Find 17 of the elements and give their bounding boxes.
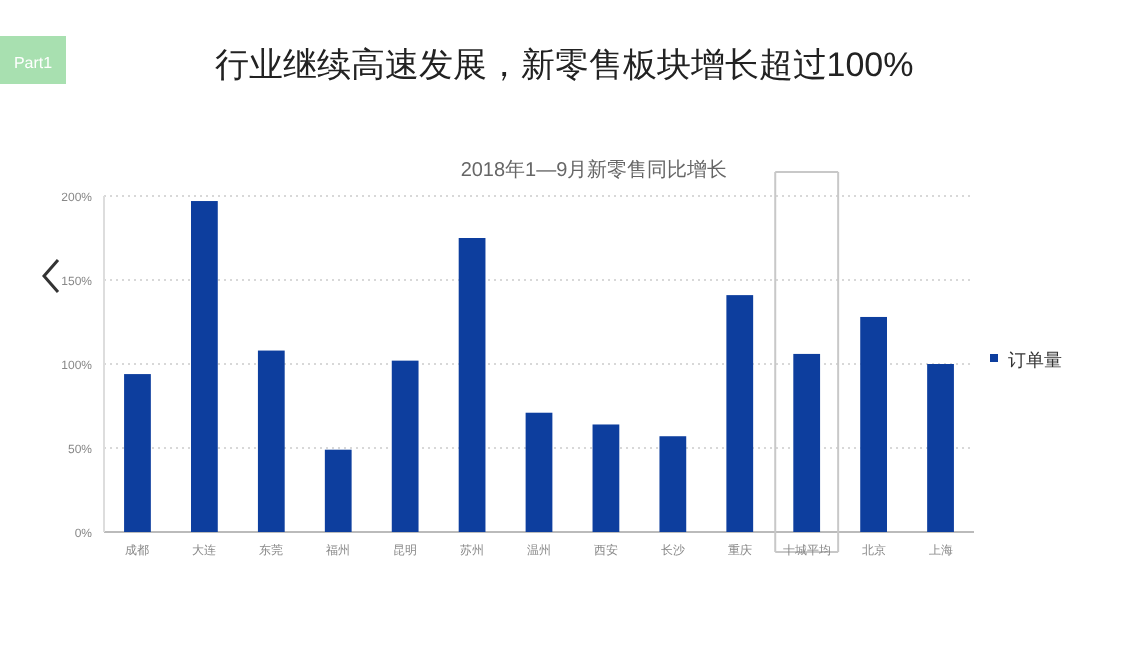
bar xyxy=(124,374,151,532)
bar xyxy=(391,360,419,532)
bar xyxy=(458,238,486,532)
bar xyxy=(927,364,954,532)
bar xyxy=(324,449,352,532)
bar xyxy=(257,350,285,532)
bar xyxy=(659,436,687,532)
bar xyxy=(726,295,754,532)
bar xyxy=(592,424,620,532)
bar xyxy=(525,412,553,532)
bar xyxy=(191,201,218,532)
bar xyxy=(793,353,821,532)
bar xyxy=(860,316,887,532)
chart-title: 行业继续高速发展，新零售板块增长超过100% xyxy=(214,46,914,84)
text: Part1 xyxy=(13,54,54,72)
chart-subtitle: 2018年1—9月新零售同比增长 xyxy=(460,158,728,182)
legend-label: 订单量 xyxy=(1008,350,1062,370)
